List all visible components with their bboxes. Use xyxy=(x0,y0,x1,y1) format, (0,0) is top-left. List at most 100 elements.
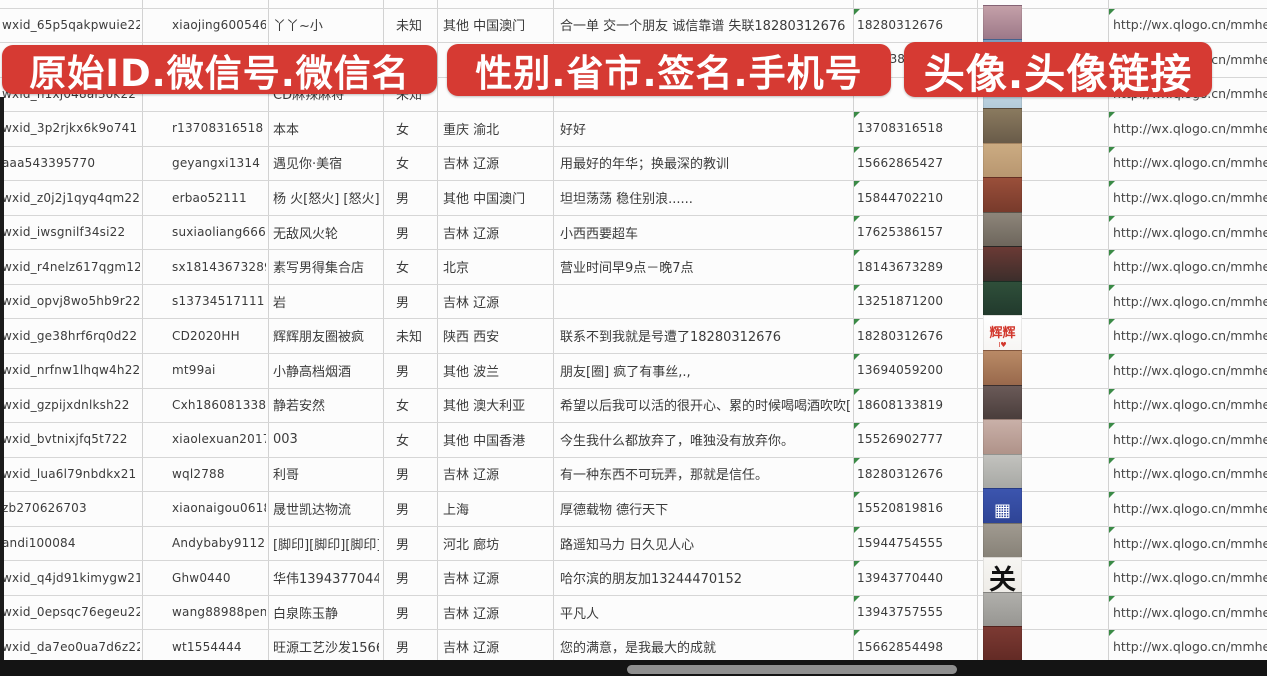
cell-sig[interactable]: 营业时间早9点－晚7点 xyxy=(560,261,694,277)
cell-phone[interactable]: 18143673289 xyxy=(857,259,944,274)
cell-phone[interactable]: 15844702210 xyxy=(857,190,944,205)
cell-name[interactable]: [脚印][脚印][脚印][脚E xyxy=(273,537,379,553)
cell-region[interactable]: 吉林 辽源 xyxy=(443,157,500,173)
cell-name[interactable]: 静若安然 xyxy=(273,399,326,415)
cell-id[interactable]: xiaonaigou061827 xyxy=(172,501,266,516)
horizontal-scrollbar-track[interactable] xyxy=(0,660,1267,676)
cell-sig[interactable]: 平凡人 xyxy=(560,606,600,622)
cell-link[interactable]: http://wx.qlogo.cn/mmhead xyxy=(1113,466,1267,482)
cell-sig[interactable]: 路遥知马力 日久见人心 xyxy=(560,537,695,553)
cell-gender[interactable]: 男 xyxy=(396,295,410,311)
cell-name[interactable]: 利哥 xyxy=(273,468,300,484)
cell-name[interactable]: 遇见你·美宿 xyxy=(273,157,343,173)
cell-region[interactable]: 其他 中国澳门 xyxy=(443,19,526,35)
cell-gender[interactable]: 未知 xyxy=(396,19,423,35)
cell-region[interactable]: 河北 廊坊 xyxy=(443,537,500,553)
cell-name[interactable]: 素写男得集合店 xyxy=(273,261,365,277)
cell-region[interactable]: 其他 中国香港 xyxy=(443,433,526,449)
cell-name[interactable]: 辉辉朋友圈被疯 xyxy=(273,330,365,346)
cell-id[interactable]: wt1554444 xyxy=(172,639,242,654)
horizontal-scrollbar-thumb[interactable] xyxy=(627,665,957,674)
cell-name[interactable]: 白泉陈玉静 xyxy=(273,606,339,622)
cell-name[interactable]: 华伟13943770440 xyxy=(273,572,379,588)
cell-link[interactable]: http://wx.qlogo.cn/mmhead xyxy=(1113,155,1267,171)
cell-name[interactable]: 小静高档烟酒 xyxy=(273,364,352,380)
cell-wxid[interactable]: zb270626703 xyxy=(2,501,87,516)
cell-wxid[interactable]: wxid_nrfnw1lhqw4h22 xyxy=(2,363,140,378)
cell-id[interactable]: xiaolexuan2017 xyxy=(172,432,266,447)
cell-gender[interactable]: 男 xyxy=(396,468,410,484)
cell-phone[interactable]: 13943770440 xyxy=(857,570,944,585)
cell-gender[interactable]: 男 xyxy=(396,641,410,657)
cell-link[interactable]: http://wx.qlogo.cn/mmhead xyxy=(1113,17,1267,33)
cell-link[interactable]: http://wx.qlogo.cn/mmhead xyxy=(1113,639,1267,655)
cell-sig[interactable]: 厚德载物 德行天下 xyxy=(560,502,669,518)
cell-wxid[interactable]: andi100084 xyxy=(2,536,76,551)
cell-gender[interactable]: 男 xyxy=(396,192,410,208)
cell-wxid[interactable]: wxid_q4jd91kimygw21 xyxy=(2,570,140,585)
cell-id[interactable]: Ghw0440 xyxy=(172,570,231,585)
cell-region[interactable]: 北京 xyxy=(443,261,470,277)
cell-name[interactable]: 岩 xyxy=(273,295,287,311)
cell-name[interactable]: 晟世凯达物流 xyxy=(273,502,352,518)
cell-phone[interactable]: 13943757555 xyxy=(857,605,944,620)
cell-sig[interactable]: 今生我什么都放弃了，唯独没有放弃你。 xyxy=(560,433,795,449)
cell-gender[interactable]: 女 xyxy=(396,399,410,415)
cell-id[interactable]: xiaojing600546 xyxy=(172,17,266,32)
cell-region[interactable]: 吉林 辽源 xyxy=(443,572,500,588)
cell-sig[interactable]: 有一种东西不可玩弄，那就是信任。 xyxy=(560,468,769,484)
cell-phone[interactable]: 18280312676 xyxy=(857,466,944,481)
cell-id[interactable]: wang88988peng xyxy=(172,605,266,620)
cell-gender[interactable]: 男 xyxy=(396,606,410,622)
cell-gender[interactable]: 男 xyxy=(396,502,410,518)
cell-region[interactable]: 吉林 辽源 xyxy=(443,295,500,311)
cell-link[interactable]: http://wx.qlogo.cn/mmhead xyxy=(1113,224,1267,240)
cell-wxid[interactable]: wxid_lua6l79nbdkx21 xyxy=(2,466,137,481)
cell-gender[interactable]: 女 xyxy=(396,433,410,449)
cell-sig[interactable]: 好好 xyxy=(560,122,587,138)
cell-gender[interactable]: 未知 xyxy=(396,330,423,346)
cell-gender[interactable]: 男 xyxy=(396,226,410,242)
cell-sig[interactable]: 小西西要超车 xyxy=(560,226,639,242)
cell-id[interactable]: wql2788 xyxy=(172,466,225,481)
cell-region[interactable]: 重庆 渝北 xyxy=(443,122,500,138)
cell-gender[interactable]: 男 xyxy=(396,364,410,380)
cell-gender[interactable]: 男 xyxy=(396,537,410,553)
cell-sig[interactable]: 希望以后我可以活的很开心、累的时候喝喝酒吹吹[ xyxy=(560,399,851,415)
cell-sig[interactable]: 朋友[圈] 疯了有事丝,., xyxy=(560,364,691,380)
cell-link[interactable]: http://wx.qlogo.cn/mmhead xyxy=(1113,328,1267,344)
cell-sig[interactable]: 哈尔滨的朋友加13244470152 xyxy=(560,572,742,588)
cell-link[interactable]: http://wx.qlogo.cn/mmhead xyxy=(1113,535,1267,551)
cell-gender[interactable]: 女 xyxy=(396,157,410,173)
cell-wxid[interactable]: wxid_bvtnixjfq5t722 xyxy=(2,432,128,447)
cell-sig[interactable]: 合一单 交一个朋友 诚信靠谱 失联18280312676 xyxy=(560,19,846,35)
cell-link[interactable]: http://wx.qlogo.cn/mmhead xyxy=(1113,293,1267,309)
cell-link[interactable]: http://wx.qlogo.cn/mmhead xyxy=(1113,570,1267,586)
cell-region[interactable]: 陕西 西安 xyxy=(443,330,500,346)
cell-name[interactable]: 003 xyxy=(273,431,298,447)
cell-phone[interactable]: 17625386157 xyxy=(857,225,944,240)
cell-link[interactable]: http://wx.qlogo.cn/mmhead xyxy=(1113,362,1267,378)
cell-sig[interactable]: 用最好的年华；换最深的教训 xyxy=(560,157,730,173)
cell-wxid[interactable]: wxid_r4nelz617qgm12 xyxy=(2,259,140,274)
cell-phone[interactable]: 15662865427 xyxy=(857,155,944,170)
cell-wxid[interactable]: wxid_3p2rjkx6k9o741 xyxy=(2,121,138,136)
cell-wxid[interactable]: wxid_gzpijxdnlksh22 xyxy=(2,397,130,412)
cell-wxid[interactable]: wxid_0epsqc76egeu22 xyxy=(2,605,140,620)
cell-wxid[interactable]: wxid_iwsgnilf34si22 xyxy=(2,225,126,240)
cell-phone[interactable]: 13251871200 xyxy=(857,294,944,309)
cell-id[interactable]: CD2020HH xyxy=(172,328,240,343)
cell-phone[interactable]: 13694059200 xyxy=(857,363,944,378)
cell-link[interactable]: http://wx.qlogo.cn/mmhead xyxy=(1113,397,1267,413)
cell-name[interactable]: 杨 火[怒火] [怒火] xyxy=(273,192,379,208)
cell-id[interactable]: geyangxi1314 xyxy=(172,155,261,170)
cell-id[interactable]: erbao52111 xyxy=(172,190,247,205)
cell-phone[interactable]: 18280312676 xyxy=(857,17,944,32)
cell-wxid[interactable]: aaa543395770 xyxy=(2,155,96,170)
cell-id[interactable]: Andybaby91127 xyxy=(172,536,266,551)
cell-phone[interactable]: 15520819816 xyxy=(857,501,944,516)
cell-name[interactable]: 无敌风火轮 xyxy=(273,226,339,242)
cell-id[interactable]: sx18143673289 xyxy=(172,259,266,274)
cell-gender[interactable]: 女 xyxy=(396,122,410,138)
cell-link[interactable]: http://wx.qlogo.cn/mmhead xyxy=(1113,500,1267,516)
